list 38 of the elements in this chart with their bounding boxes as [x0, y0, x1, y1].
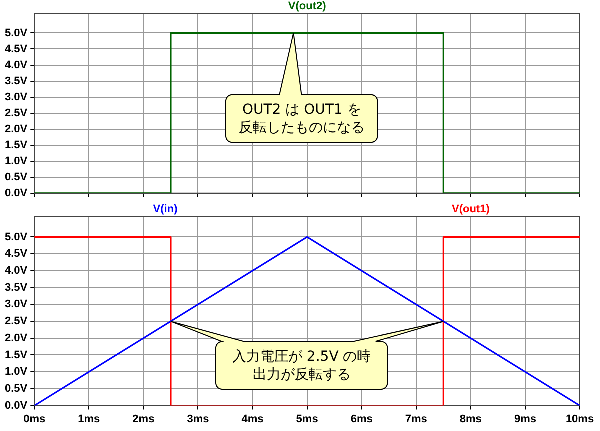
y-tick-label: 0.0V	[4, 187, 28, 200]
y-tick-label: 4.0V	[4, 264, 28, 277]
text: V(in)	[153, 204, 178, 216]
y-tick-label: 0.5V	[4, 382, 28, 395]
x-tick-label: 3ms	[187, 413, 210, 426]
series-label: V(out1)	[452, 204, 490, 216]
y-tick-label: 2.0V	[4, 123, 28, 136]
y-tick-label: 1.5V	[4, 349, 28, 362]
x-tick-label: 5ms	[296, 413, 318, 426]
x-tick-label: 2ms	[132, 413, 155, 426]
y-tick-label: 5.0V	[4, 231, 28, 244]
x-tick-label: 7ms	[405, 413, 428, 426]
annotation: 入力電圧が 2.5V の時出力が反転する	[231, 348, 372, 384]
x-tick-label: 1ms	[78, 413, 100, 426]
y-tick-label: 4.0V	[4, 59, 28, 72]
x-tick-label: 6ms	[350, 413, 373, 426]
y-tick-label: 2.5V	[4, 316, 28, 328]
y-tick-label: 3.0V	[4, 298, 28, 311]
y-tick-label: 5.0V	[4, 27, 28, 40]
y-tick-label: 3.5V	[4, 282, 28, 294]
y-tick-label: 0.0V	[4, 400, 28, 412]
y-tick-label: 3.0V	[4, 91, 28, 104]
y-tick-label: 3.5V	[4, 75, 28, 88]
series-label: V(out2)	[288, 0, 327, 13]
x-tick-label: 10ms	[566, 413, 594, 426]
x-tick-label: 0ms	[24, 413, 46, 426]
y-tick-label: 4.5V	[4, 43, 28, 56]
y-tick-label: 1.0V	[4, 366, 28, 378]
y-tick-label: 2.5V	[4, 107, 28, 120]
x-tick-label: 9ms	[514, 413, 536, 426]
y-tick-label: 2.0V	[4, 332, 28, 344]
y-tick-label: 1.0V	[4, 155, 28, 168]
y-tick-label: 4.5V	[4, 248, 28, 260]
x-tick-label: 8ms	[460, 413, 482, 426]
x-tick-label: 4ms	[242, 413, 264, 426]
annotation: OUT2 は OUT1 を反転したものになる	[238, 100, 366, 137]
y-tick-label: 1.5V	[4, 139, 28, 152]
y-tick-label: 0.5V	[4, 171, 28, 184]
